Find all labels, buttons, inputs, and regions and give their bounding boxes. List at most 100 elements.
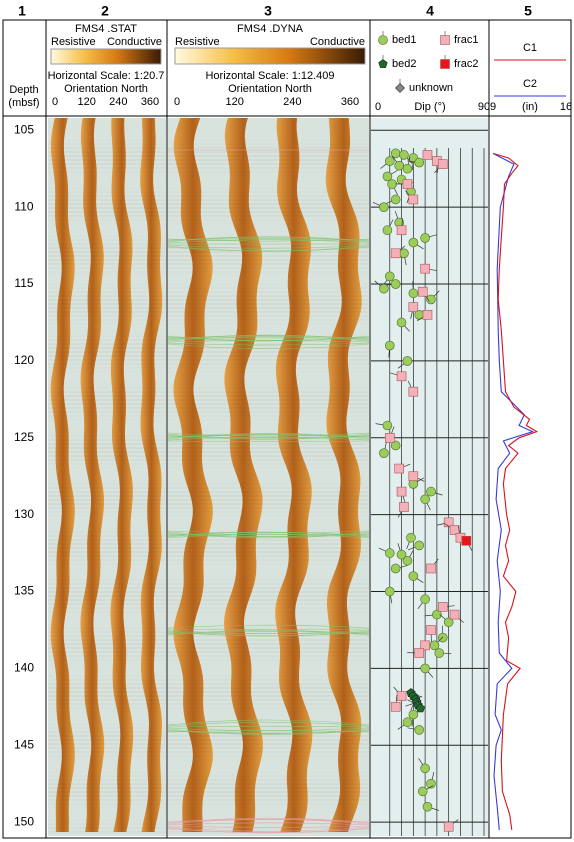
picked-plane (167, 630, 370, 637)
dip-marker (379, 202, 389, 212)
column-number: 2 (101, 3, 109, 19)
dip-marker (443, 617, 454, 628)
dip-marker (443, 517, 454, 528)
column-number: 5 (524, 3, 532, 19)
picked-plane (167, 819, 370, 823)
dip-marker (394, 160, 405, 171)
picked-plane (167, 825, 370, 828)
dip-marker (408, 709, 419, 720)
picked-plane (167, 531, 370, 537)
dip-marker (420, 763, 430, 774)
x-tick-label: 16 (560, 101, 572, 113)
image-stripe (325, 118, 362, 832)
column-number: 1 (18, 3, 26, 19)
dip-marker (426, 563, 436, 574)
dip-marker (402, 179, 413, 189)
frame (2, 19, 572, 839)
dip-marker (443, 821, 454, 832)
dip-marker (420, 640, 430, 651)
dip-marker (396, 486, 407, 497)
dip-marker (408, 571, 419, 581)
dip-marker (408, 386, 419, 397)
dip-marker (408, 237, 419, 248)
dip-marker (426, 294, 436, 305)
dip-marker (420, 663, 430, 674)
picked-plane (167, 822, 370, 826)
legend-label: frac1 (454, 34, 478, 46)
dip-marker (384, 586, 395, 597)
picked-plane (167, 343, 370, 349)
picked-plane (167, 342, 370, 346)
dip-marker (384, 548, 395, 558)
legend-marker (378, 35, 388, 45)
dip-marker (449, 609, 460, 620)
dip-marker (396, 225, 407, 236)
dip-marker (384, 340, 395, 351)
image-stripe (140, 118, 163, 832)
scale-left: Resistive (51, 36, 96, 48)
dip-marker (390, 563, 401, 574)
dip-marker (408, 288, 419, 299)
picked-plane (167, 433, 370, 440)
picked-plane (167, 531, 370, 537)
depth-tick-label: 150 (14, 814, 34, 828)
caliper-curve (492, 152, 535, 830)
image-stripe (275, 118, 313, 832)
dip-marker (384, 271, 395, 282)
scale-left: Resistive (175, 36, 220, 48)
picked-plane (167, 826, 370, 832)
dip-marker (396, 691, 407, 701)
dip-marker (408, 194, 419, 205)
scale-right: Conductive (107, 36, 162, 48)
depth-tick-label: 135 (14, 584, 34, 598)
picked-plane (167, 336, 370, 342)
dip-marker (420, 594, 430, 605)
picked-plane (167, 725, 370, 728)
dip-marker (402, 356, 413, 366)
dip-marker (399, 248, 409, 259)
dip-marker (415, 703, 426, 713)
caliper-unit: (in) (522, 101, 538, 113)
depth-tick-label: 105 (14, 122, 34, 136)
picked-plane (167, 727, 370, 731)
legend-marker (395, 83, 405, 93)
dip-marker (414, 540, 425, 551)
dip-marker (461, 536, 472, 546)
column-number: 4 (426, 3, 434, 19)
dip-marker (379, 448, 389, 458)
picked-plane (167, 532, 370, 539)
dip-marker (387, 179, 397, 189)
picked-plane (167, 335, 370, 342)
horizontal-scale: Horizontal Scale: 1:12.409 (205, 70, 334, 82)
picked-plane (167, 628, 370, 630)
picked-plane (167, 238, 370, 241)
x-tick-label: 0 (52, 96, 58, 108)
dip-marker (390, 279, 401, 289)
caliper-curve (492, 152, 539, 830)
legend-label: C2 (523, 78, 537, 90)
picked-plane (167, 335, 370, 340)
picked-plane (167, 239, 370, 244)
depth-tick-label: 130 (14, 507, 34, 521)
dip-marker (402, 555, 413, 566)
dip-marker (422, 150, 433, 160)
dip-marker (396, 371, 407, 382)
column-number: 3 (264, 3, 272, 19)
image-stripe (50, 118, 75, 832)
picked-plane (167, 244, 370, 249)
x-tick-label: 90 (478, 101, 490, 113)
dip-marker (390, 702, 401, 712)
dip-marker (420, 494, 430, 505)
dip-marker (422, 801, 433, 812)
dip-marker (396, 549, 407, 560)
depth-unit: (mbsf) (8, 97, 39, 109)
image-stripe (110, 118, 134, 832)
image-stripe (223, 118, 263, 832)
picked-plane (167, 245, 370, 252)
legend-label: bed2 (392, 58, 416, 70)
legend-marker (440, 59, 450, 69)
dip-marker (420, 263, 430, 274)
dip-marker (379, 283, 389, 294)
dip-marker (390, 194, 401, 205)
picked-plane (167, 827, 370, 834)
